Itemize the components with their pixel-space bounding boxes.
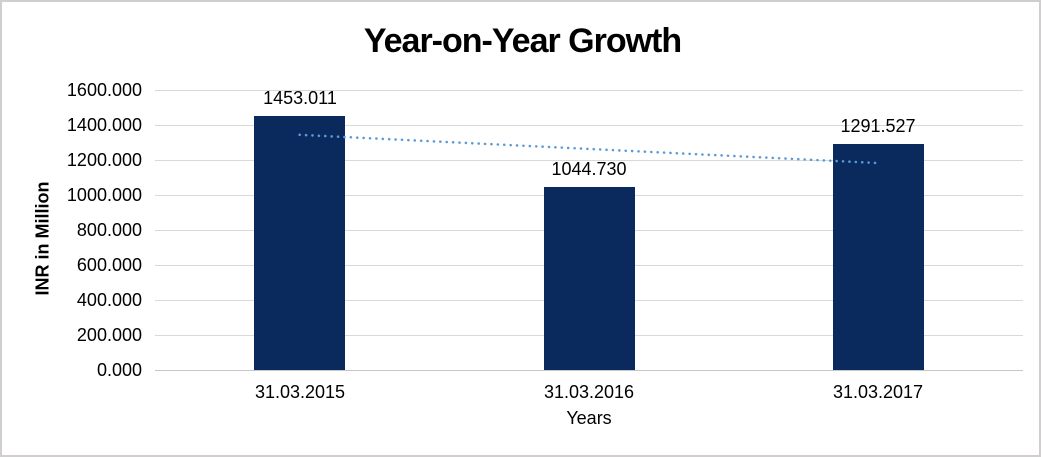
y-tick-label: 400.000 (76, 290, 142, 310)
bar (544, 187, 635, 370)
y-tick-label: 1400.000 (66, 115, 142, 135)
x-axis-title: Years (566, 408, 612, 428)
bar-value-label: 1044.730 (551, 159, 627, 179)
x-tick-label: 31.03.2017 (832, 382, 924, 402)
y-tick-label: 600.000 (76, 255, 142, 275)
bar (254, 116, 345, 370)
x-tick-label: 31.03.2015 (254, 382, 346, 402)
bar-value-label: 1453.011 (263, 88, 337, 108)
y-tick-label: 800.000 (76, 220, 142, 240)
x-tick-label: 31.03.2016 (543, 382, 635, 402)
bar (833, 144, 924, 370)
y-tick-label: 200.000 (76, 325, 142, 345)
y-tick-label: 1600.000 (66, 80, 142, 100)
bar-value-label: 1291.527 (840, 116, 916, 136)
gridline (155, 370, 1023, 371)
y-tick-label: 1200.000 (66, 150, 142, 170)
gridline (155, 125, 1023, 126)
chart-title: Year-on-Year Growth (363, 22, 682, 60)
y-tick-label: 0.000 (96, 360, 142, 380)
gridline (155, 90, 1023, 91)
y-tick-label: 1000.000 (66, 185, 142, 205)
